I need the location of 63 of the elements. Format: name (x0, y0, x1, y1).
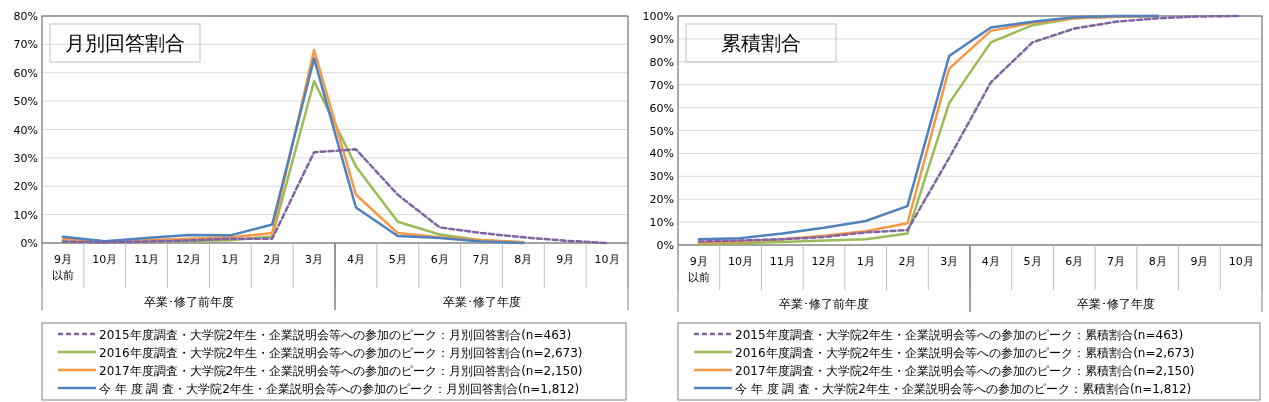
y-tick-label: 20% (13, 180, 38, 194)
y-tick-label: 40% (13, 123, 38, 137)
x-tick-label: 10月 (1228, 255, 1254, 268)
x-tick-label: 9月以前 (687, 255, 710, 284)
x-tick-label: 11月 (769, 255, 795, 268)
x-tick-label: 10月 (594, 253, 620, 266)
text: 卒業･修了年度 (442, 295, 521, 309)
x-tick-label: 12月 (811, 255, 837, 268)
x-tick-label: 8月 (1148, 255, 1167, 268)
line-series (61, 148, 609, 245)
x-tick-label: 11月 (134, 253, 160, 266)
y-tick-label: 60% (13, 66, 38, 80)
y-tick-label: 80% (649, 55, 674, 69)
legend-label: 今 年 度 調 査・大学院2年生・企業説明会等への参加のピーク：月別回答割合(n=1,812) (99, 382, 580, 396)
text: 卒業･修了前年度 (143, 295, 234, 309)
x-tick-label: 2月 (263, 253, 282, 266)
x-tick-label: 1月 (221, 253, 240, 266)
y-tick-label: 40% (649, 147, 674, 161)
legend-label: 2015年度調査・大学院2年生・企業説明会等への参加のピーク：累積割合(n=463) (735, 328, 1184, 342)
y-tick-label: 70% (13, 38, 38, 52)
legend-label: 2017年度調査・大学院2年生・企業説明会等への参加のピーク：累積割合(n=2,150) (735, 364, 1195, 378)
legend-label: 2017年度調査・大学院2年生・企業説明会等への参加のピーク：月別回答割合(n=2,150) (99, 364, 583, 378)
x-tick-label: 1月 (856, 255, 875, 268)
x-tick-label: 10月 (92, 253, 118, 266)
x-tick-label: 2月 (898, 255, 917, 268)
text: 卒業･修了年度 (1077, 297, 1155, 311)
y-tick-label: 30% (649, 170, 674, 184)
x-tick-label: 5月 (1023, 255, 1042, 268)
x-tick-label: 4月 (981, 255, 1000, 268)
legend-label: 2015年度調査・大学院2年生・企業説明会等への参加のピーク：月別回答割合(n=463) (99, 328, 572, 342)
x-tick-label: 9月 (556, 253, 575, 266)
x-tick-label: 3月 (305, 253, 324, 266)
legend-label: 2016年度調査・大学院2年生・企業説明会等への参加のピーク：月別回答割合(n=2,673) (99, 346, 583, 360)
x-tick-label: 3月 (940, 255, 959, 268)
x-tick-label: 6月 (1065, 255, 1084, 268)
y-tick-label: 0% (20, 237, 38, 250)
x-tick-label: 4月 (346, 253, 365, 266)
y-tick-label: 30% (13, 151, 38, 165)
y-tick-label: 10% (13, 208, 38, 222)
y-tick-label: 50% (13, 95, 38, 109)
x-tick-label: 7月 (1107, 255, 1125, 268)
x-tick-label: 5月 (388, 253, 407, 266)
y-tick-label: 10% (649, 216, 674, 230)
x-tick-label: 12月 (176, 253, 201, 266)
legend-label: 2016年度調査・大学院2年生・企業説明会等への参加のピーク：累積割合(n=2,673) (735, 346, 1195, 360)
x-tick-label: 9月以前 (51, 253, 74, 282)
x-tick-label: 10月 (728, 255, 754, 268)
y-tick-label: 0% (656, 239, 674, 252)
legend-label: 今 年 度 調 査・大学院2年生・企業説明会等への参加のピーク：累積割合(n=1,812) (735, 382, 1192, 396)
y-tick-label: 60% (649, 101, 674, 115)
y-tick-label: 50% (649, 124, 674, 138)
x-tick-label: 8月 (514, 253, 533, 266)
y-tick-label: 90% (649, 32, 674, 46)
text: 累積割合 (721, 31, 801, 55)
x-tick-label: 9月 (1190, 255, 1209, 268)
text: 卒業･修了前年度 (779, 297, 869, 311)
text: 月別回答割合 (65, 31, 185, 55)
x-tick-label: 7月 (472, 253, 491, 266)
y-tick-label: 80% (13, 10, 38, 23)
y-tick-label: 20% (649, 193, 674, 207)
y-tick-label: 70% (649, 78, 674, 92)
y-tick-label: 100% (642, 10, 674, 23)
x-tick-label: 6月 (430, 253, 449, 266)
